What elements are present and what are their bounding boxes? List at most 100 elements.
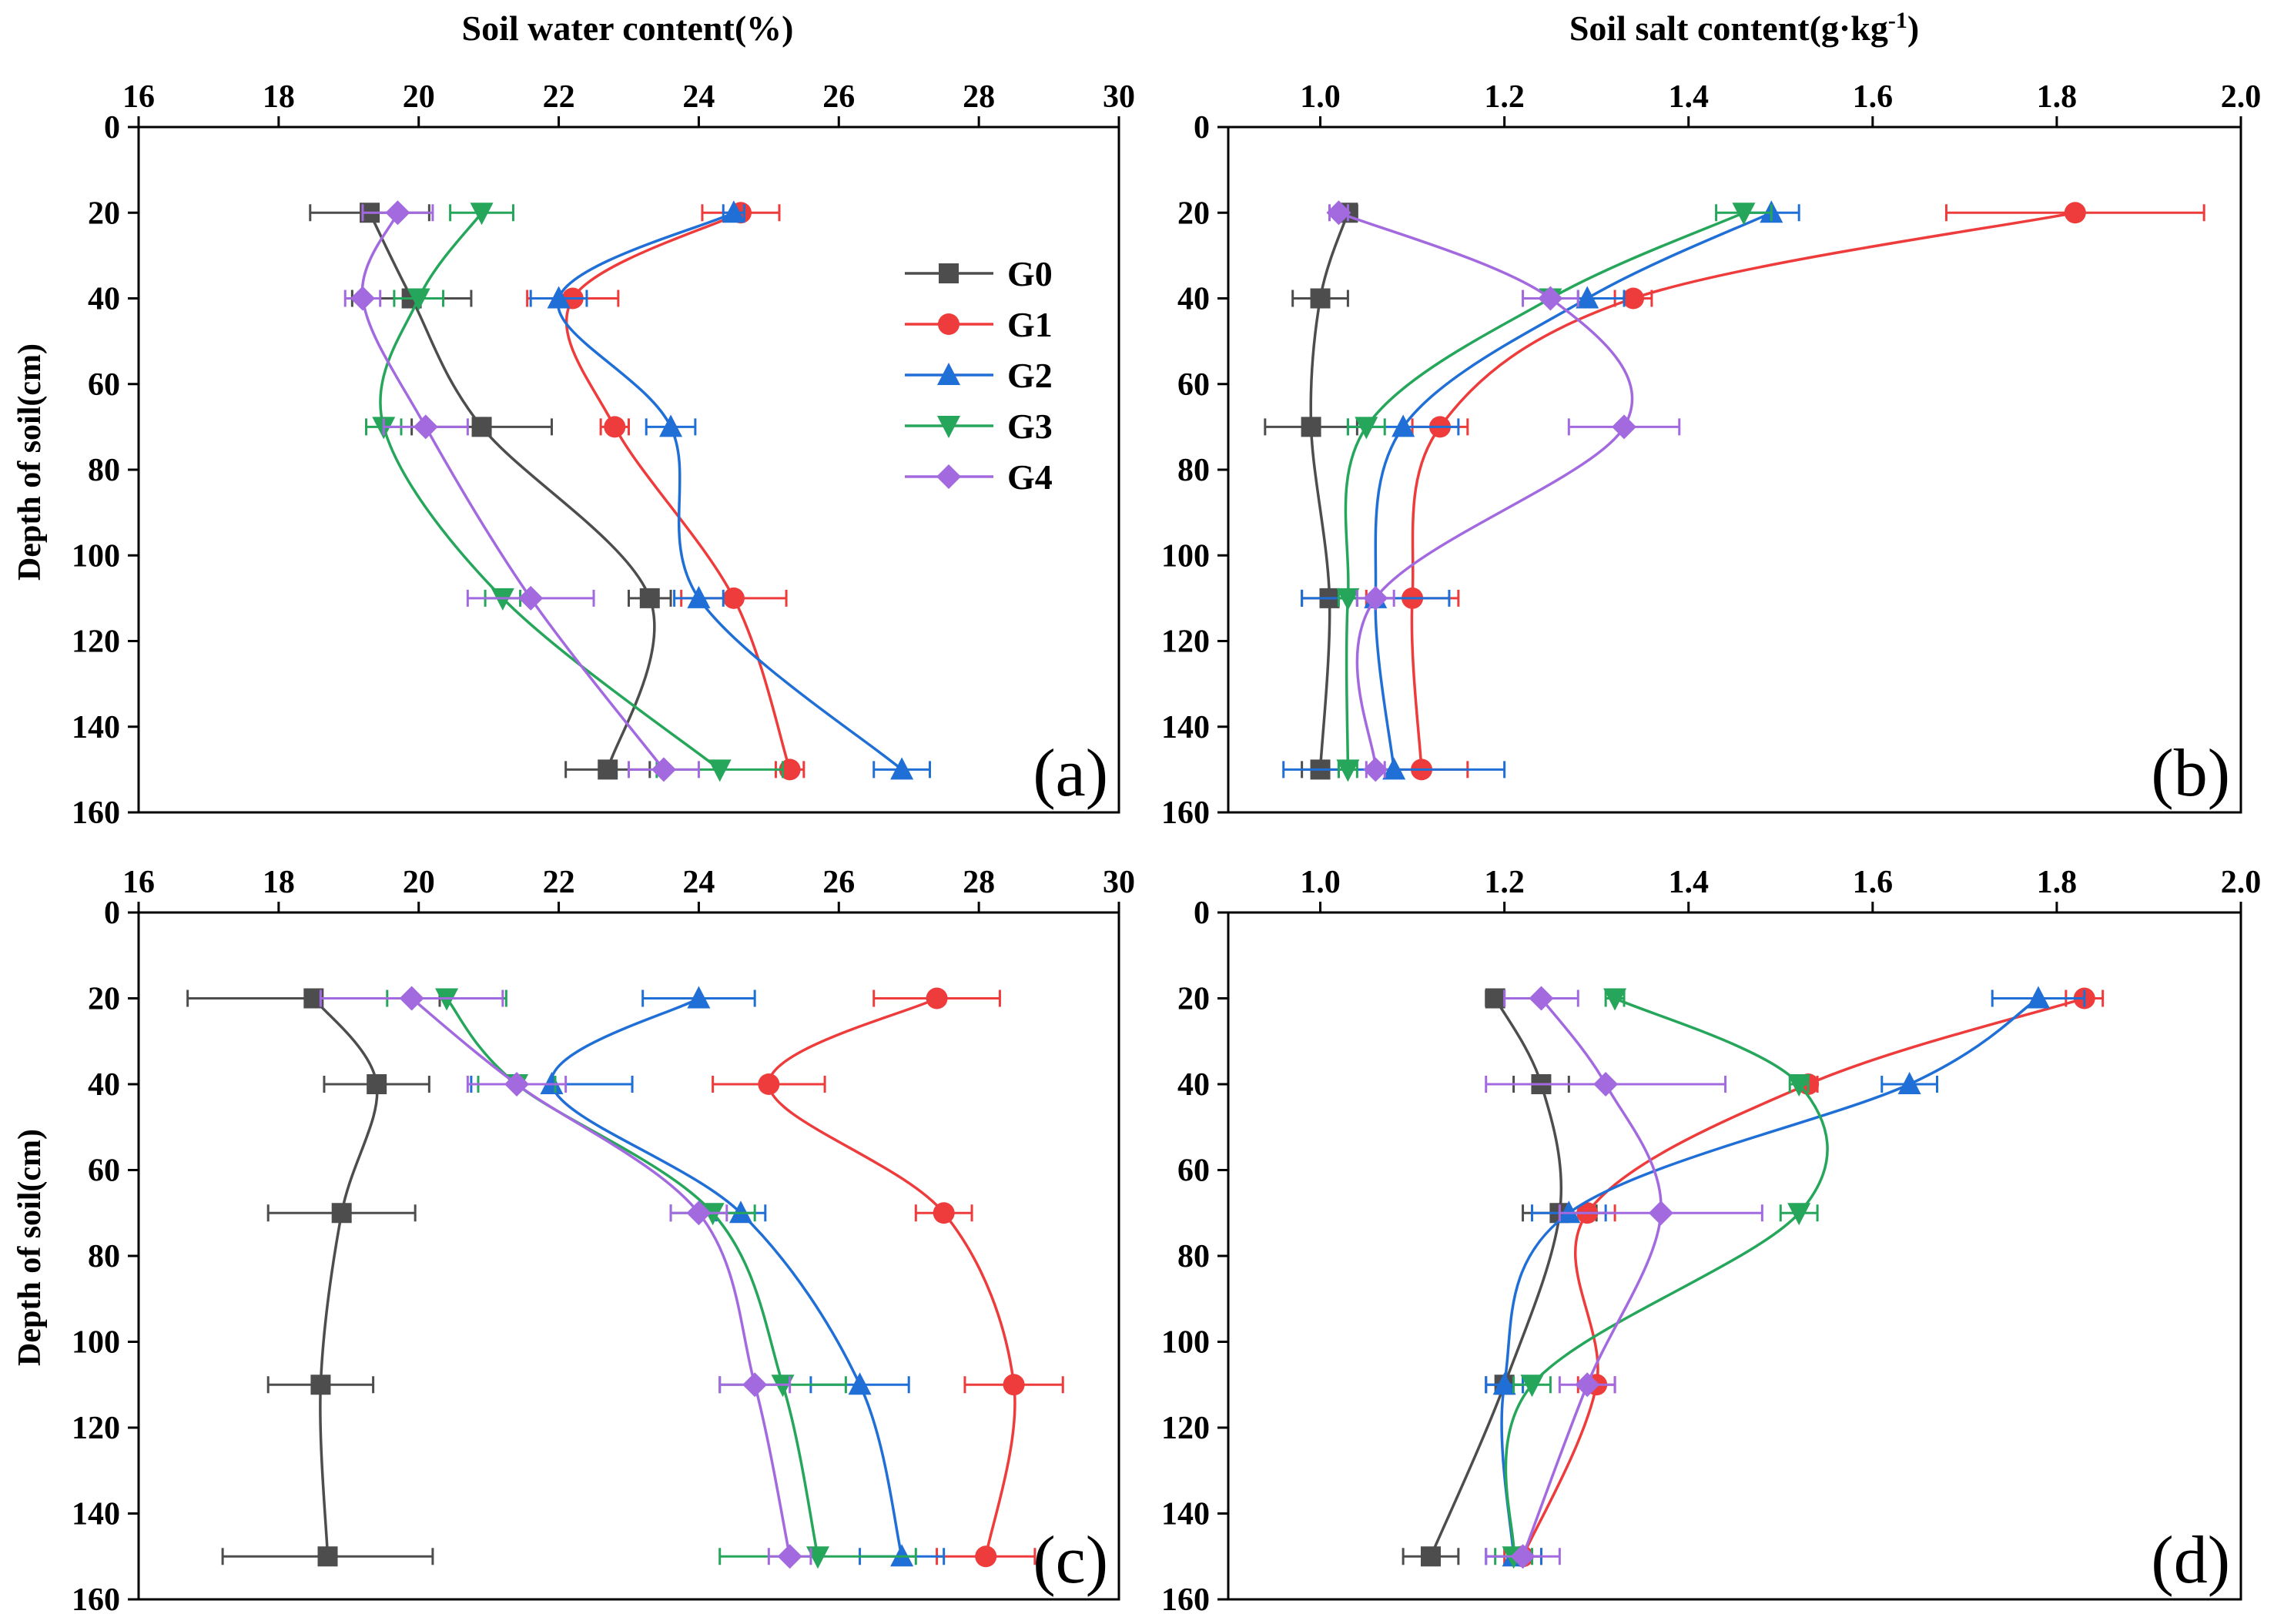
y-tick-label: 160 <box>1161 795 1210 831</box>
point-G2-150 <box>890 757 914 780</box>
x-tick-label: 1.8 <box>2037 79 2078 115</box>
panel-label: (b) <box>2151 736 2230 811</box>
point-G0-20 <box>1485 988 1505 1009</box>
x-tick-label: 1.8 <box>2037 865 2078 900</box>
point-G0-150 <box>317 1546 338 1567</box>
y-axis-label-top: Depth of soil(cm) <box>12 343 48 581</box>
point-G4-110 <box>1363 585 1388 611</box>
point-G4-150 <box>651 757 676 782</box>
point-G3-40 <box>407 288 430 311</box>
y-tick-label: 80 <box>88 1239 120 1274</box>
point-G3-150 <box>708 759 732 782</box>
x-tick-label: 30 <box>1103 79 1135 115</box>
series-G4 <box>343 200 700 782</box>
point-G1-70 <box>604 416 626 438</box>
point-G1-150 <box>779 758 801 781</box>
point-G1-110 <box>722 587 745 609</box>
x-tick-label: 1.0 <box>1300 865 1341 900</box>
point-G2-40 <box>1576 286 1599 309</box>
legend: G0 G1 G2 G3 G4 <box>905 254 1053 497</box>
point-G3-110 <box>1336 588 1360 611</box>
point-G2-110 <box>848 1372 872 1395</box>
point-G0-40 <box>1310 288 1331 309</box>
x-tick-label: 18 <box>263 865 295 900</box>
legend-label-G3: G3 <box>1007 407 1053 446</box>
top-title-water: Soil water content(%) <box>462 8 794 48</box>
point-G4-110 <box>1575 1372 1600 1398</box>
panel-2: 1.0 1.2 1.4 1.6 1.8 2.0 0 20 40 60 80 100 120 140 160 (… <box>1161 79 2261 831</box>
point-G4-70 <box>1648 1200 1673 1226</box>
point-G2-20 <box>687 986 711 1009</box>
y-tick-label: 40 <box>88 282 120 317</box>
x-tick-label: 20 <box>403 79 435 115</box>
y-tick-label: 120 <box>72 1411 120 1446</box>
series-line-G1 <box>564 211 792 770</box>
point-G0-70 <box>1301 417 1321 437</box>
legend-marker-G2 <box>937 363 960 385</box>
series-G4 <box>1485 986 1763 1569</box>
series-line-G3 <box>1504 996 1829 1557</box>
legend-label-G4: G4 <box>1007 457 1053 497</box>
point-G3-70 <box>1355 417 1378 440</box>
y-tick-label: 160 <box>1161 1582 1210 1618</box>
point-G2-20 <box>2027 986 2050 1009</box>
point-G1-150 <box>975 1545 997 1568</box>
y-tick-label: 0 <box>1194 896 1210 931</box>
x-tick-label: 22 <box>543 865 575 900</box>
top-title-salt-sup: -1 <box>1888 8 1907 33</box>
legend-label-G1: G1 <box>1007 305 1053 344</box>
x-tick-label: 24 <box>682 865 715 900</box>
point-G4-40 <box>504 1072 530 1097</box>
series-line-G2 <box>1374 211 1773 770</box>
point-G0-110 <box>639 588 660 608</box>
x-tick-label: 24 <box>682 79 715 115</box>
point-G4-150 <box>777 1544 802 1569</box>
panel-label: (d) <box>2151 1523 2230 1598</box>
legend-marker-G3 <box>937 416 960 438</box>
point-G4-20 <box>399 986 424 1011</box>
series-line-G1 <box>1521 996 2085 1557</box>
point-G0-150 <box>1421 1546 1441 1567</box>
series-line-G0 <box>368 212 656 770</box>
x-tick-label: 2.0 <box>2221 79 2262 115</box>
point-G2-70 <box>1391 414 1415 437</box>
y-tick-label: 140 <box>1161 710 1210 745</box>
series-G1 <box>712 987 1064 1568</box>
point-G0-110 <box>310 1375 331 1395</box>
legend-marker-G1 <box>938 313 959 335</box>
panel-1: 16 18 20 22 24 26 28 30 0 20 40 60 80 100 120 140 160 (a) <box>72 79 1135 831</box>
x-tick-label: 1.4 <box>1668 79 1709 115</box>
point-G0-40 <box>367 1074 387 1094</box>
series-line-G1 <box>767 996 1016 1557</box>
x-tick-label: 28 <box>963 865 995 900</box>
point-G2-20 <box>722 200 745 223</box>
point-G4-40 <box>1593 1072 1619 1097</box>
series-line-G3 <box>379 212 721 771</box>
series-G1 <box>1365 202 2205 781</box>
series-G2 <box>470 986 946 1567</box>
legend-marker-G4 <box>936 464 961 489</box>
x-tick-label: 1.2 <box>1484 865 1525 900</box>
point-G2-40 <box>1897 1072 1921 1094</box>
point-G1-70 <box>933 1202 955 1224</box>
point-G4-70 <box>686 1200 712 1226</box>
point-G4-20 <box>385 200 410 226</box>
x-tick-label: 20 <box>403 865 435 900</box>
y-tick-label: 60 <box>1177 367 1210 403</box>
point-G4-40 <box>350 286 375 311</box>
panels: 16 18 20 22 24 26 28 30020406080100120140160(a)… <box>72 79 2261 1618</box>
point-G3-70 <box>1787 1203 1811 1226</box>
series-G2 <box>529 200 931 780</box>
point-G2-110 <box>687 585 711 608</box>
y-tick-label: 160 <box>72 795 120 831</box>
y-tick-label: 60 <box>1177 1154 1210 1189</box>
y-tick-label: 80 <box>1177 1239 1210 1274</box>
point-G4-70 <box>1612 414 1637 440</box>
x-tick-label: 28 <box>963 79 995 115</box>
point-G4-40 <box>1538 286 1563 311</box>
series-line-G2 <box>550 996 903 1557</box>
point-G4-20 <box>1529 986 1554 1011</box>
series-G0 <box>1402 988 1598 1567</box>
series-line-G4 <box>1521 997 1663 1557</box>
